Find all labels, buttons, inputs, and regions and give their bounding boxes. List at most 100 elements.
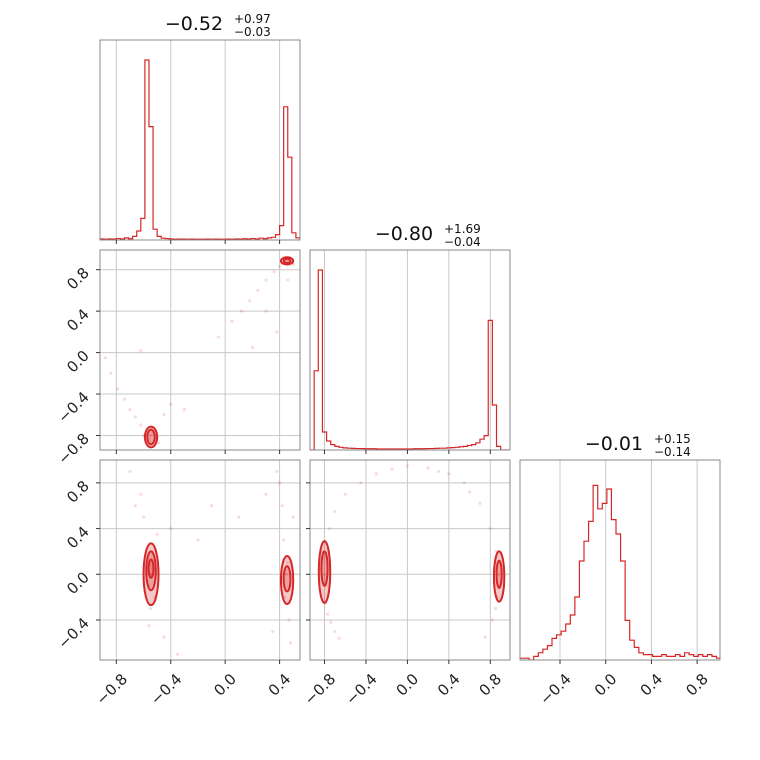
y-tick-label: 0.0: [63, 568, 93, 598]
sample-point: [139, 492, 143, 496]
sample-point: [169, 526, 173, 531]
sample-point: [467, 490, 472, 494]
y-tick-label: 0.8: [63, 477, 93, 507]
contour-line: [282, 565, 292, 593]
sample-point: [405, 464, 410, 468]
sample-point: [333, 629, 337, 634]
x-tick-label: 0.0: [210, 670, 240, 700]
sample-point: [169, 402, 173, 407]
contour-line: [142, 542, 160, 607]
sample-point: [277, 264, 282, 269]
title-plus: +0.15: [654, 432, 691, 446]
sample-point: [280, 504, 284, 508]
x-tick-label: 0.4: [637, 670, 667, 700]
contour-fill: [144, 426, 158, 448]
x-tick-label: 0.4: [434, 670, 464, 700]
sample-point: [282, 538, 286, 542]
x-tick-label: 0.0: [393, 670, 423, 700]
sample-point: [141, 515, 146, 519]
histogram-0: [100, 59, 300, 240]
sample-point: [196, 538, 200, 542]
contour-line: [495, 559, 503, 589]
panel-title-1: −0.80: [375, 223, 433, 245]
panel-content: [520, 484, 720, 660]
sample-point: [390, 467, 394, 471]
sample-point: [283, 595, 287, 599]
sample-point: [128, 407, 132, 412]
sample-point: [250, 345, 254, 350]
sample-point: [359, 481, 363, 485]
sample-point: [374, 472, 378, 476]
contour-line: [143, 425, 159, 449]
sample-point: [116, 387, 120, 391]
sample-point: [256, 288, 260, 293]
contour-fill: [283, 566, 291, 592]
contour-line: [145, 550, 157, 592]
sample-point: [128, 469, 132, 474]
sample-point: [162, 635, 166, 639]
sample-point: [155, 532, 159, 536]
sample-point: [288, 641, 293, 645]
sample-point: [447, 472, 451, 476]
panel-1-1: −0.80 +1.69−0.04: [309, 222, 511, 454]
sample-point: [133, 415, 137, 419]
panel-title-2: −0.01: [585, 433, 643, 455]
sample-point: [122, 397, 127, 401]
sample-point: [156, 441, 161, 445]
y-tick-label: −0.4: [54, 388, 92, 426]
contour-fill: [280, 556, 294, 604]
sample-point: [286, 278, 290, 282]
sample-point: [230, 319, 234, 324]
sample-point: [264, 492, 268, 496]
sample-point: [333, 509, 337, 514]
sample-point: [216, 335, 220, 339]
title-plus: +1.69: [444, 222, 481, 236]
sample-point: [284, 572, 288, 576]
contour-fill: [147, 429, 155, 445]
contour-line: [147, 558, 155, 579]
sample-point: [337, 636, 341, 640]
sample-point: [322, 572, 327, 576]
sample-point: [497, 572, 501, 576]
contour-line: [146, 428, 156, 446]
x-tick-label: −0.8: [93, 670, 131, 708]
sample-point: [103, 356, 108, 360]
panel-frame: [519, 459, 721, 661]
contour-line: [279, 555, 295, 605]
sample-point: [286, 561, 290, 565]
title-minus: −0.03: [234, 25, 271, 39]
title-minus: −0.04: [444, 235, 481, 249]
sample-point: [271, 629, 275, 634]
sample-point: [328, 526, 332, 531]
title-minus: −0.14: [654, 445, 691, 459]
sample-point: [488, 526, 492, 531]
x-tick-label: 0.4: [265, 670, 295, 700]
panel-frame: [99, 249, 301, 451]
panel-content: [128, 469, 295, 656]
panel-2-0: −0.8 −0.4 0.0 0.4−0.40.00.40.8: [54, 459, 301, 709]
panel-title-0: −0.52: [165, 13, 223, 35]
title-median: −0.01: [585, 433, 643, 455]
sample-point: [291, 515, 295, 519]
y-tick-label: −0.4: [54, 614, 92, 652]
sample-point: [133, 504, 137, 508]
x-tick-label: −0.4: [536, 670, 574, 708]
title-median: −0.52: [165, 13, 223, 35]
sample-point: [483, 635, 487, 639]
y-tick-label: 0.4: [63, 305, 93, 335]
sample-point: [147, 624, 151, 628]
title-plus: +0.97: [234, 12, 271, 26]
panel-2-2: −0.4 0.0 0.4 0.8 −0.01 +0.15−0.14: [519, 432, 721, 709]
sample-point: [264, 309, 268, 313]
sample-point: [326, 612, 330, 616]
contour-line: [317, 540, 332, 604]
x-tick-label: −0.4: [342, 670, 380, 708]
sample-point: [148, 433, 152, 438]
sample-point: [275, 469, 279, 474]
sample-point: [148, 606, 152, 611]
sample-point: [264, 278, 268, 282]
sample-point: [272, 270, 276, 274]
contour-line: [320, 550, 329, 587]
title-median: −0.80: [375, 223, 433, 245]
